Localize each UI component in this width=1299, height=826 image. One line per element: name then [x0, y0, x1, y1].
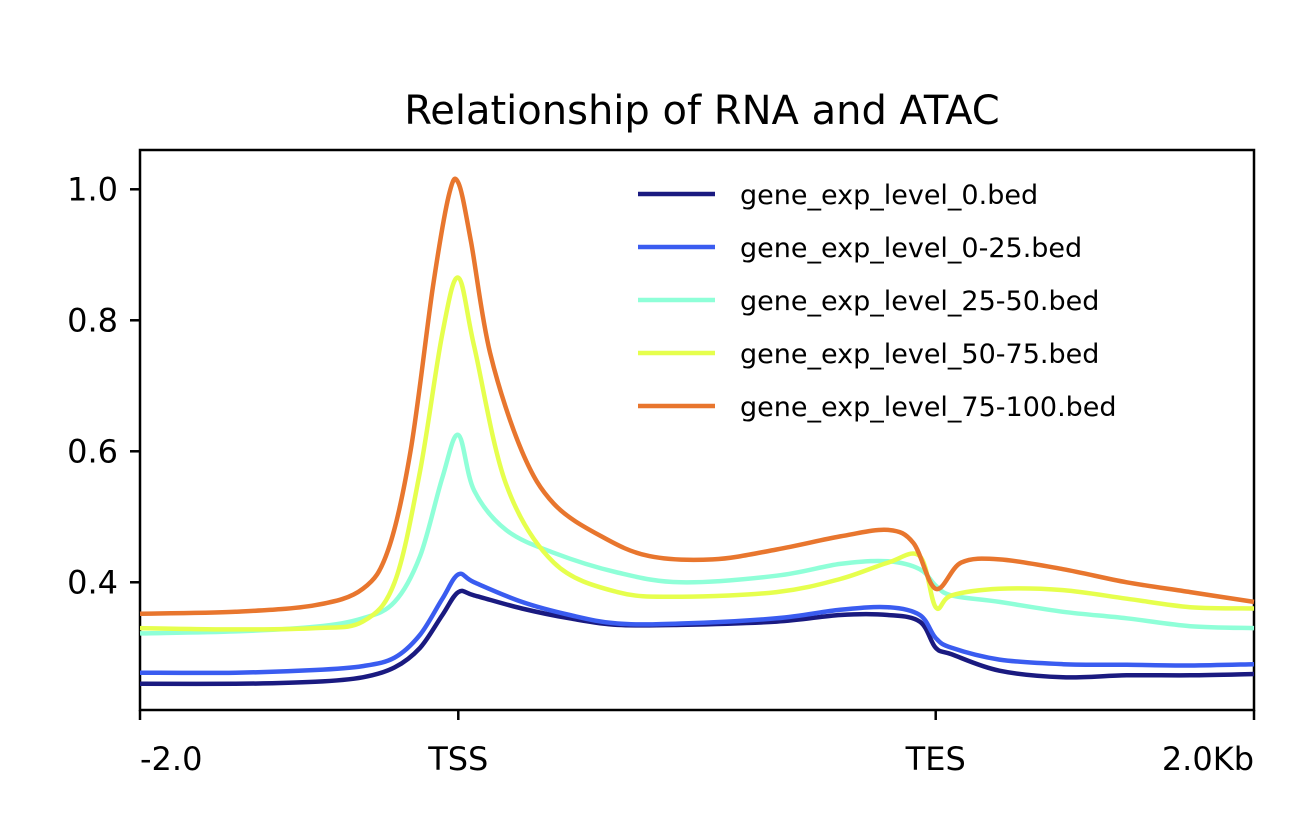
series-line-3 [139, 275, 1255, 632]
x-axis: -2.0 TSS TES 2.0Kb [138, 710, 1256, 778]
x-tick-label: TSS [427, 740, 488, 778]
series-line-2 [139, 432, 1255, 636]
y-tick-label: 0.8 [67, 301, 118, 339]
series-line-4 [139, 176, 1255, 616]
x-tick-label: 2.0Kb [1162, 740, 1254, 778]
y-tick-label: 0.4 [67, 563, 118, 601]
legend-label: gene_exp_level_75-100.bed [740, 392, 1117, 423]
plot-frame [138, 148, 1256, 712]
series-layer [139, 176, 1255, 687]
legend-label: gene_exp_level_0-25.bed [740, 233, 1082, 264]
legend-label: gene_exp_level_0.bed [740, 180, 1038, 211]
legend-label: gene_exp_level_25-50.bed [740, 286, 1099, 317]
legend: gene_exp_level_0.bed gene_exp_level_0-25.… [638, 180, 1117, 423]
x-tick-label: TES [905, 740, 966, 778]
x-tick-label: -2.0 [140, 740, 202, 778]
legend-label: gene_exp_level_50-75.bed [740, 339, 1099, 370]
y-tick-label: 1.0 [67, 170, 118, 208]
chart-title: Relationship of RNA and ATAC [404, 88, 999, 134]
series-line-1 [139, 571, 1255, 676]
y-tick-label: 0.6 [67, 432, 118, 470]
y-axis: 0.4 0.6 0.8 1.0 [67, 170, 140, 601]
